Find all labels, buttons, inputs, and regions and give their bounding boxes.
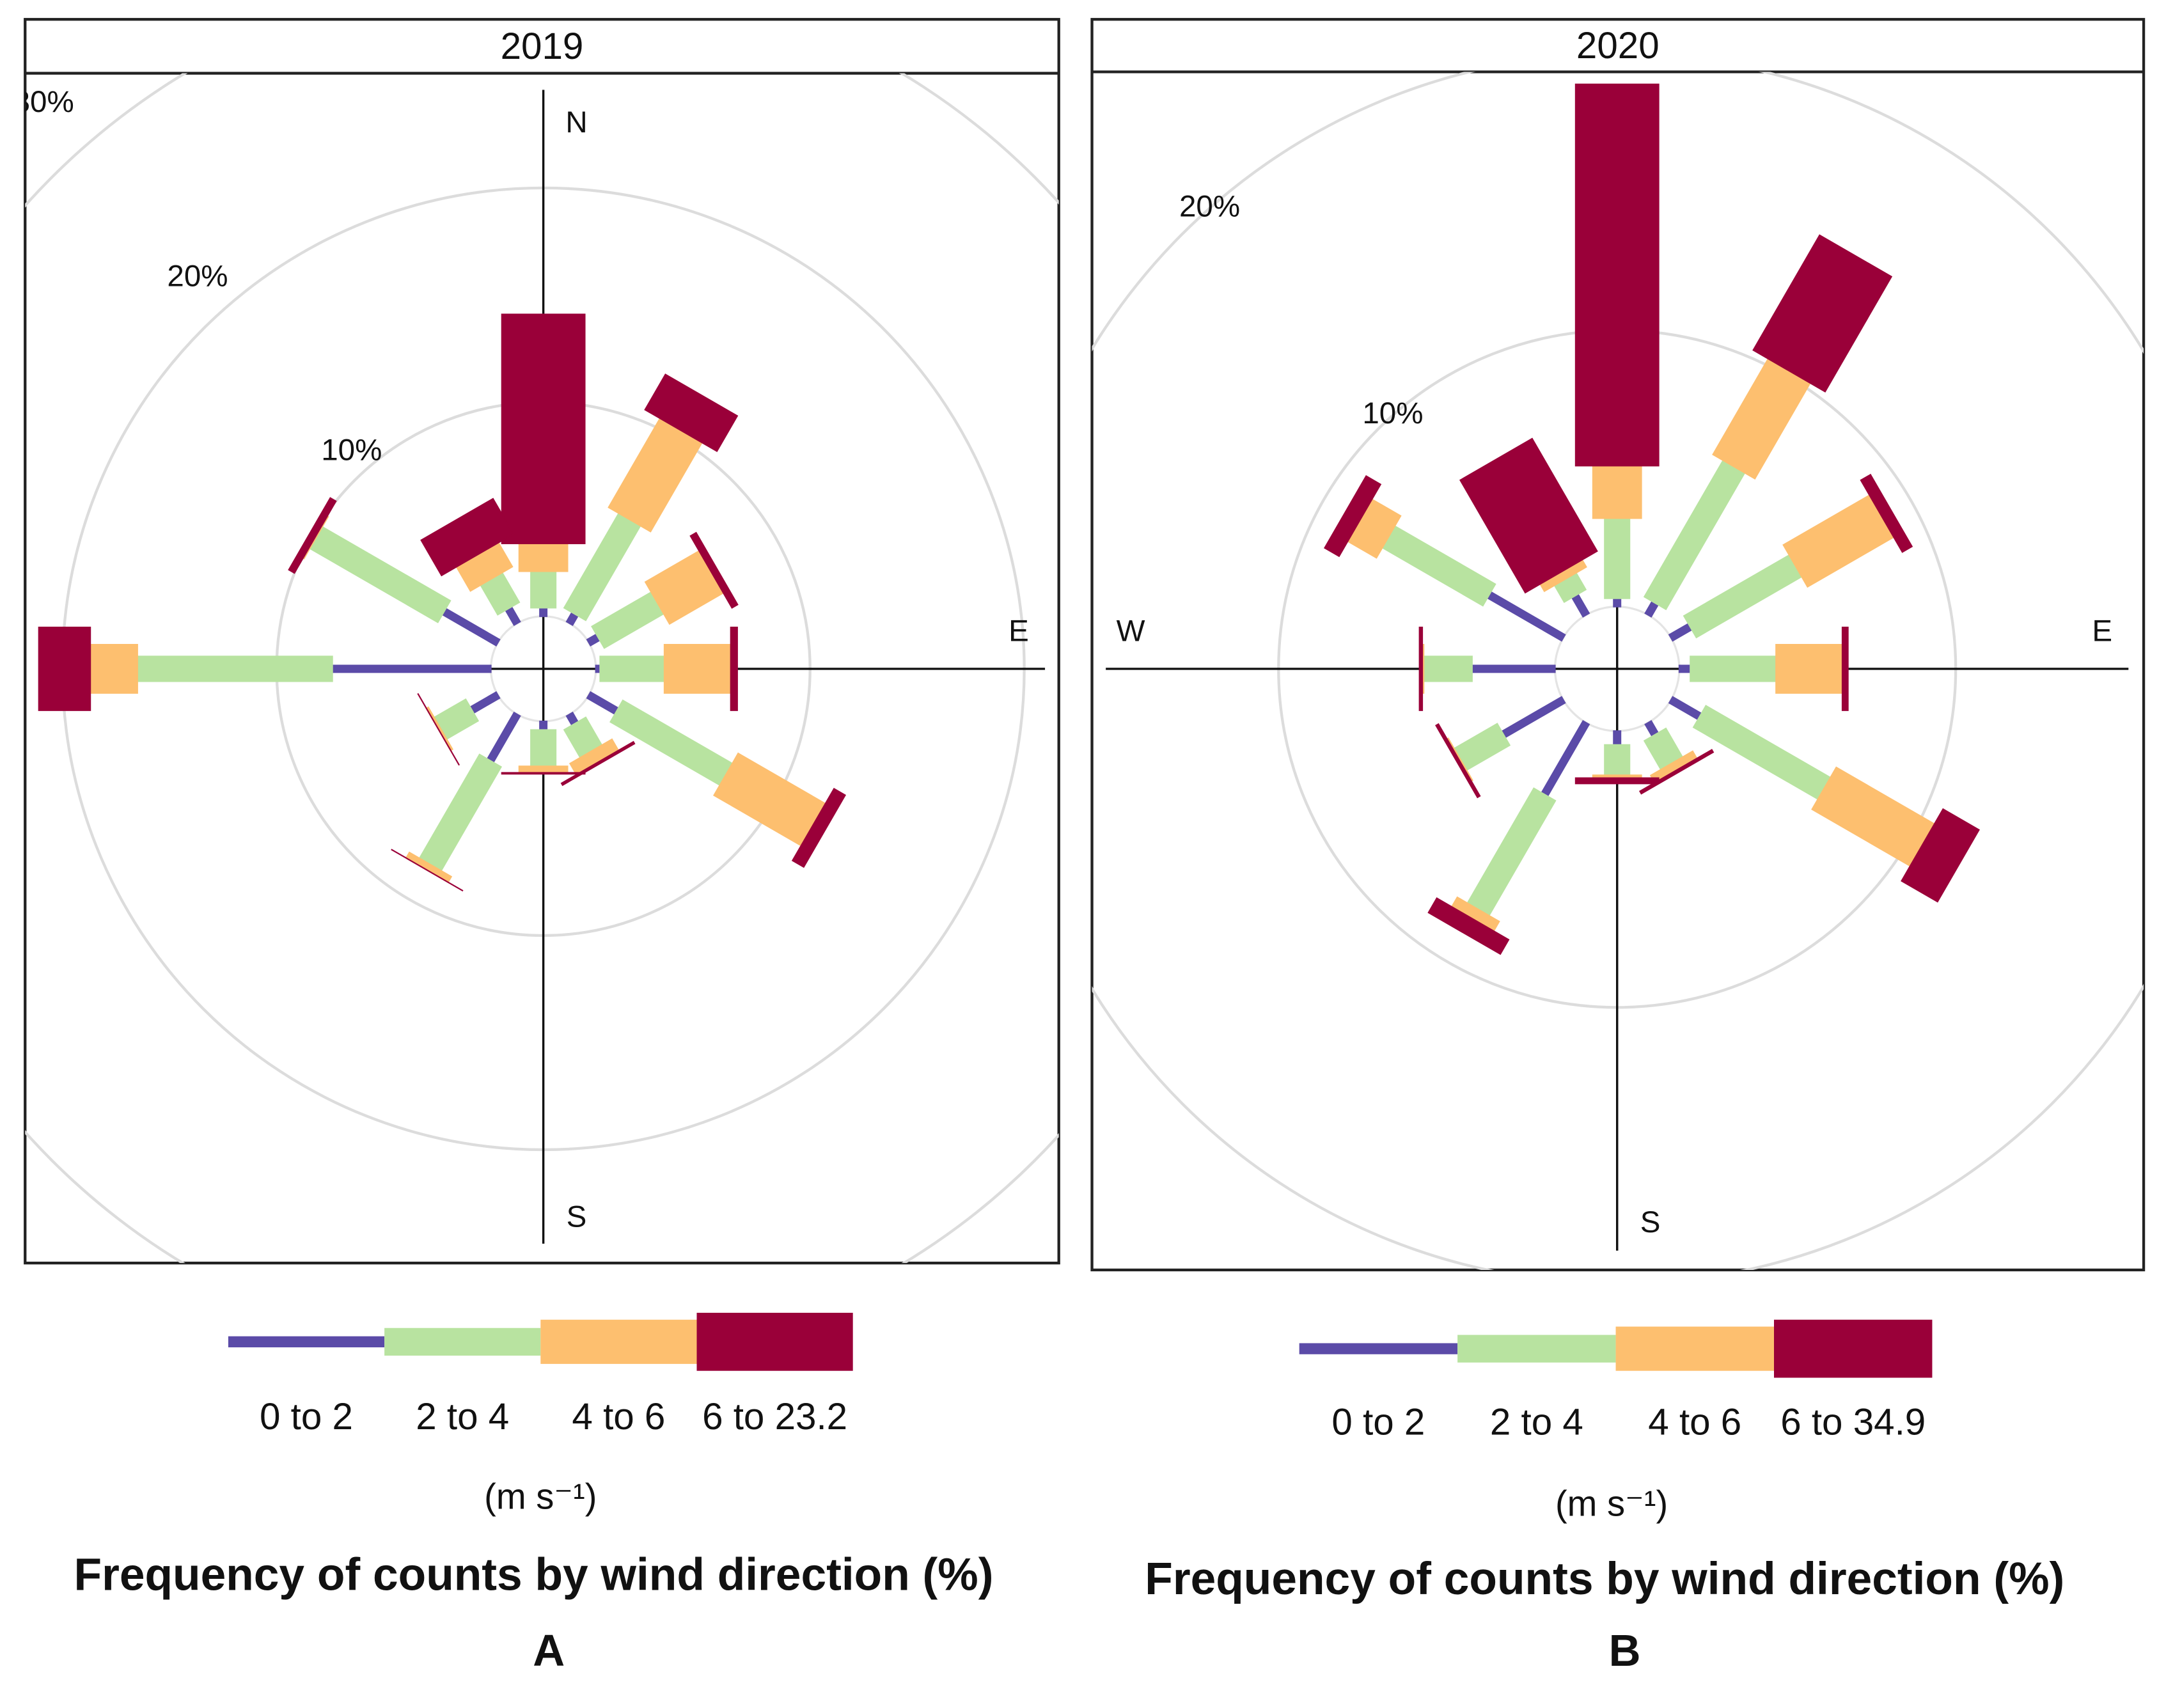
rose-segment	[539, 720, 548, 731]
legend-label: 4 to 6	[572, 1396, 665, 1438]
legend-swatch	[696, 1312, 853, 1371]
rose-segment	[1592, 465, 1642, 519]
rose-segment	[1690, 655, 1777, 682]
plot-area: 10% 20% W E S	[1092, 72, 2144, 1270]
legend-swatch	[1457, 1335, 1616, 1363]
rose-segment	[1901, 808, 1980, 903]
panel-title: 2020	[1576, 25, 1660, 67]
legend-unit: (m s⁻¹)	[1555, 1483, 1668, 1523]
rose-segment	[501, 313, 586, 545]
rose-segment	[288, 497, 337, 574]
rose-segment	[518, 542, 569, 572]
rose-segment	[1613, 730, 1622, 746]
rose-segment	[331, 664, 492, 673]
rose-segment	[1752, 234, 1893, 393]
rose-segment	[417, 693, 460, 766]
ring-label: 20%	[167, 259, 228, 293]
rose-segment	[518, 765, 569, 774]
legend-swatch	[384, 1328, 541, 1356]
legend-swatch	[1615, 1326, 1775, 1371]
legend-label: 4 to 6	[1648, 1401, 1741, 1443]
rose-segment	[1574, 83, 1660, 467]
compass-label: W	[1117, 614, 1145, 648]
rose-segment	[1459, 437, 1598, 594]
caption: Frequency of counts by wind direction (%…	[1145, 1553, 2064, 1604]
rose-segment	[1574, 777, 1660, 785]
rose-segment	[1471, 664, 1556, 673]
legend-label: 6 to 34.9	[1780, 1401, 1926, 1443]
legend-label: 0 to 2	[1331, 1401, 1425, 1443]
rose-segment	[501, 772, 586, 775]
caption: Frequency of counts by wind direction (%…	[74, 1549, 994, 1601]
legend-swatch	[540, 1319, 697, 1364]
legend-label: 2 to 4	[416, 1396, 509, 1438]
legend-unit: (m s⁻¹)	[484, 1477, 597, 1517]
rose-segment	[1435, 723, 1481, 799]
ring-label: 10%	[321, 434, 382, 467]
rose-segment	[599, 655, 666, 682]
rose-segment	[1678, 664, 1691, 673]
rose-segment	[1841, 627, 1849, 711]
panel: 2020 10% 20% W E S	[1090, 18, 2146, 1272]
rose-segment	[644, 373, 739, 453]
rose-segment	[1775, 644, 1844, 694]
compass-label: E	[1008, 614, 1029, 648]
rose-segment	[1427, 897, 1510, 955]
legend-swatch	[1299, 1343, 1458, 1354]
compass-label: N	[565, 106, 587, 139]
rose-segment	[663, 644, 732, 694]
legend-label: 6 to 23.2	[702, 1396, 847, 1438]
rose-segment	[1613, 597, 1622, 607]
rose-segment	[539, 607, 548, 617]
rose-segment	[1418, 627, 1424, 711]
ring-label: 20%	[1179, 189, 1240, 223]
rose-segment	[530, 729, 557, 767]
legend-swatch	[1774, 1319, 1933, 1378]
rose-segment	[1860, 473, 1913, 553]
rose-segment	[730, 627, 738, 711]
ring-label: 30%	[13, 85, 74, 119]
rose-segment	[1423, 655, 1473, 682]
compass-label: S	[1640, 1205, 1661, 1239]
panel-letter: B	[1609, 1626, 1641, 1675]
legend-label: 0 to 2	[260, 1396, 353, 1438]
rose-segment	[530, 570, 557, 609]
legend-label: 2 to 4	[1490, 1401, 1583, 1443]
rose-segment	[689, 531, 739, 609]
compass-label: S	[567, 1200, 587, 1234]
compass-label: E	[2092, 614, 2112, 648]
rose-segment	[391, 849, 464, 892]
legend-swatch	[228, 1336, 385, 1347]
panel: 2019 10% 20% 30% N E S	[13, 18, 1060, 1265]
panel-letter: A	[533, 1626, 565, 1675]
plot-area: 10% 20% 30% N E S	[13, 73, 1059, 1264]
rose-segment	[420, 498, 515, 577]
rose-segment	[1604, 517, 1631, 599]
ring-label: 10%	[1362, 396, 1423, 430]
panel-title: 2019	[501, 26, 584, 67]
rose-segment	[38, 627, 91, 711]
rose-segment	[1324, 475, 1382, 558]
rose-segment	[791, 788, 847, 868]
rose-segment	[136, 655, 333, 682]
rose-segment	[1604, 744, 1631, 776]
rose-segment	[90, 644, 138, 694]
